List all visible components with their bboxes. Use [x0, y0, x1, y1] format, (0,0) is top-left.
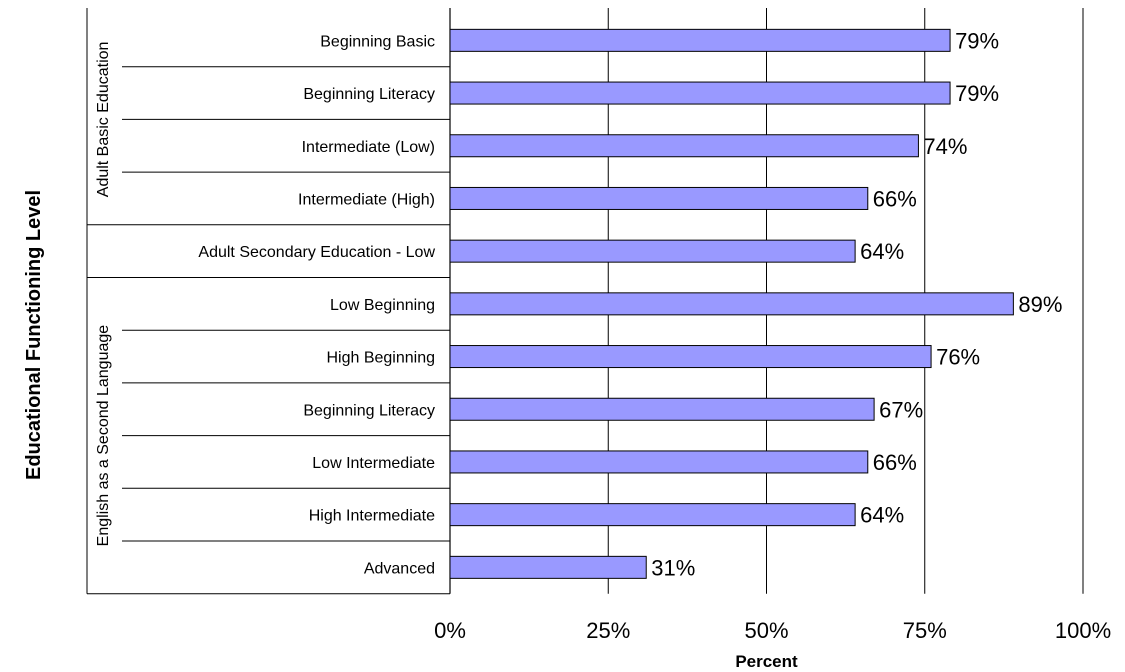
x-tick-label: 25% — [586, 618, 630, 643]
x-axis-ticks: 0% 25% 50% 75% 100% — [434, 618, 1111, 643]
category-label: Beginning Basic — [320, 33, 435, 50]
x-tick-label: 0% — [434, 618, 466, 643]
data-label: 79% — [955, 81, 999, 106]
category-label: Advanced — [364, 560, 435, 577]
x-axis-title: Percent — [735, 652, 798, 671]
category-label: High Intermediate — [309, 508, 435, 525]
data-label: 76% — [936, 345, 980, 370]
data-label: 66% — [873, 186, 917, 211]
category-label: High Beginning — [326, 350, 435, 367]
category-axis: Beginning Basic Beginning Literacy Interme… — [86, 8, 450, 595]
data-label: 89% — [1018, 292, 1062, 317]
bar — [449, 555, 647, 579]
x-tick-label: 100% — [1055, 618, 1111, 643]
bar — [449, 239, 856, 263]
data-label: 79% — [955, 28, 999, 53]
x-tick-label: 50% — [744, 618, 788, 643]
data-label: 74% — [923, 134, 967, 159]
category-label: Adult Secondary Education - Low — [198, 244, 435, 261]
group-label: Adult Basic Education — [95, 42, 112, 198]
bar — [449, 345, 932, 369]
x-tick-label: 75% — [903, 618, 947, 643]
data-label: 66% — [873, 450, 917, 475]
bar — [449, 28, 951, 52]
bar — [449, 81, 951, 105]
category-label: Intermediate (High) — [298, 191, 435, 208]
bar — [449, 397, 875, 421]
bar — [449, 186, 869, 210]
category-label: Beginning Literacy — [303, 402, 435, 419]
category-label: Beginning Literacy — [303, 86, 435, 103]
category-label: Low Intermediate — [312, 455, 435, 472]
bar — [449, 450, 869, 474]
data-labels: 79% 79% 74% 66% 64% 89% 76% 67% 66% 64% 31% — [651, 28, 1062, 580]
y-axis-title: Educational Functioning Level — [23, 190, 45, 480]
category-label: Intermediate (Low) — [302, 139, 435, 156]
data-label: 64% — [860, 503, 904, 528]
group-label: English as a Second Language — [95, 325, 112, 547]
category-label: Low Beginning — [330, 297, 435, 314]
data-label: 64% — [860, 239, 904, 264]
data-label: 67% — [879, 397, 923, 422]
bars — [449, 28, 1014, 579]
bar — [449, 134, 919, 158]
bar — [449, 292, 1014, 316]
data-label: 31% — [651, 555, 695, 580]
bar — [449, 503, 856, 527]
